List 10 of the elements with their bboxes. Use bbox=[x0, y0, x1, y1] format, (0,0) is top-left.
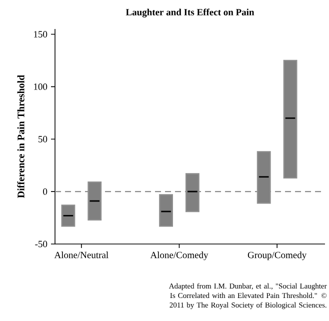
y-tick-label: 50 bbox=[38, 136, 48, 142]
y-tick-label: 100 bbox=[34, 83, 48, 90]
y-tick-label: 150 bbox=[34, 31, 48, 38]
y-axis-title: Difference in Pain Threshold bbox=[17, 74, 24, 198]
y-tick-label: 0 bbox=[43, 188, 48, 195]
x-tick-label: Alone/Comedy bbox=[150, 252, 208, 260]
chart-title: Laughter and Its Effect on Pain bbox=[126, 8, 254, 18]
y-tick-label: -50 bbox=[35, 240, 48, 248]
x-tick-label: Alone/Neutral bbox=[54, 252, 108, 258]
x-tick-label: Group/Comedy bbox=[248, 252, 307, 260]
